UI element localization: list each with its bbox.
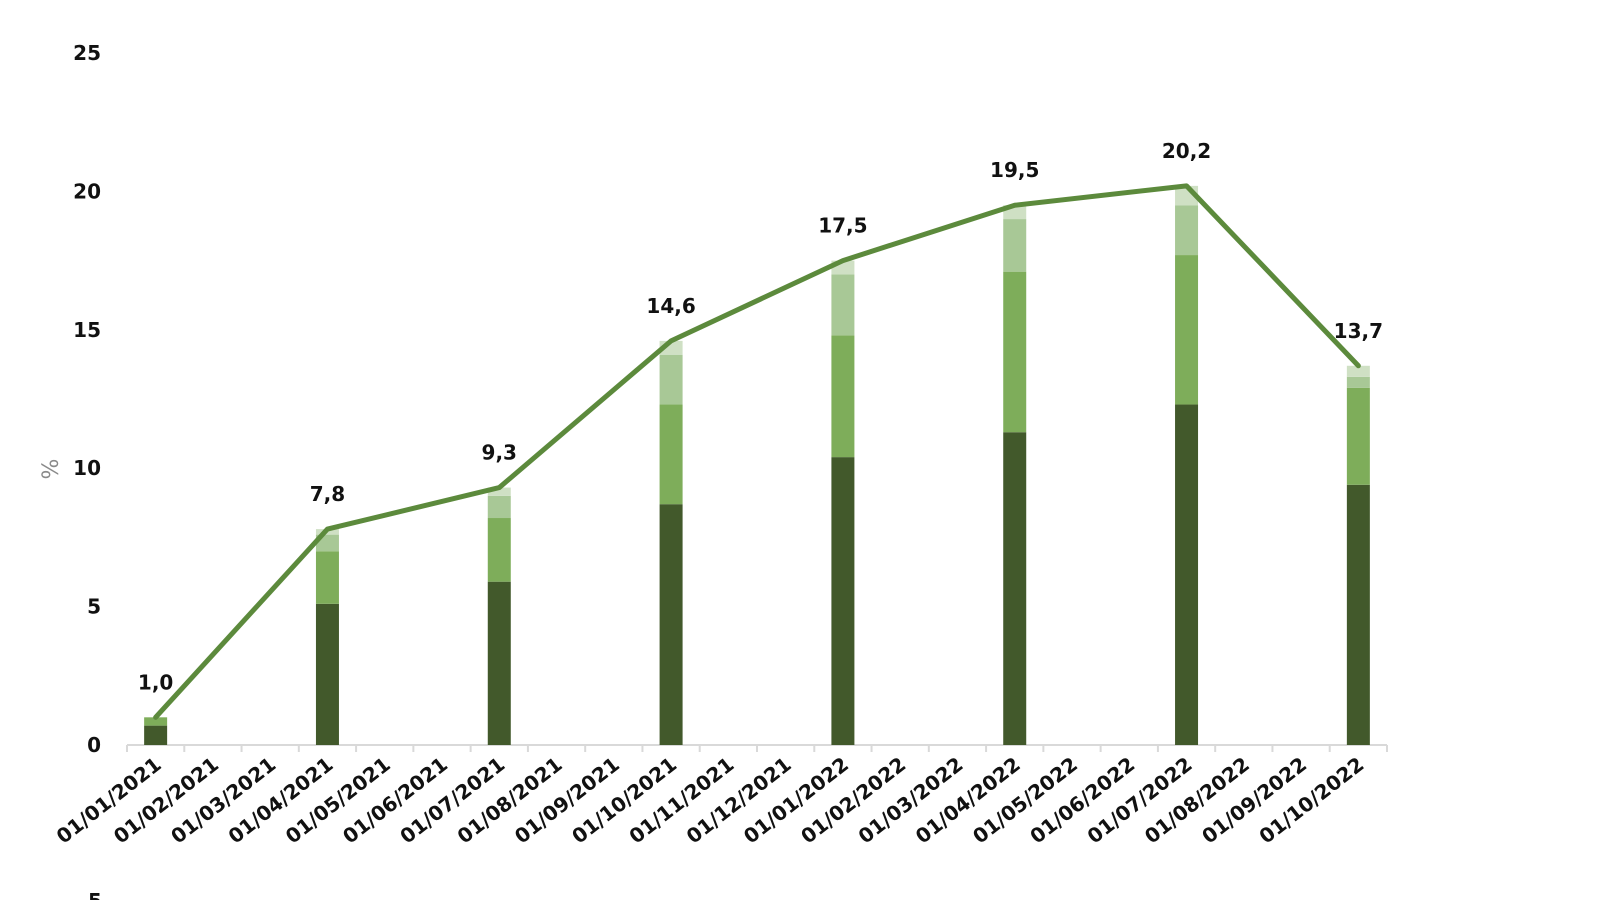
data-label: 13,7 [1334,319,1383,343]
bar-segment [315,551,339,604]
bars [144,185,1370,745]
bar-segment [144,717,168,726]
bar-segment [1003,432,1027,745]
y-tick-label: 10 [73,456,101,480]
y-tick-labels: 0 5 10 15 20 25 [73,41,101,757]
y-tick-label: 0 [87,733,101,757]
y-tick-label: 20 [73,179,101,203]
y-tick-label: 5 [87,595,101,619]
y-axis-title: % [39,459,64,480]
bar-segment [659,504,683,745]
x-axis: 01/01/202101/02/202101/03/202101/04/2021… [52,744,1388,848]
bar-segment [1346,387,1370,485]
bar-segment [144,725,168,745]
data-label: 17,5 [818,214,867,238]
bar-segment [1346,484,1370,745]
data-label: 19,5 [990,158,1039,182]
bar-segment [1003,271,1027,433]
bar-segment [659,404,683,505]
bar-segment [831,335,855,458]
bar-segment [831,457,855,745]
total-line-layer [153,183,1361,720]
y-tick-label: 25 [73,41,101,65]
bar-segment [315,603,339,745]
data-label: 9,3 [482,441,517,465]
bar-segment [487,518,511,582]
bar-segment [659,354,683,405]
data-labels: 1,0 7,8 9,3 14,6 17,5 19,5 20,2 13,7 [138,139,1383,694]
bar-segment [1175,255,1199,405]
data-label: 14,6 [646,294,695,318]
bar-segment [1346,365,1370,377]
bar-segment [487,581,511,745]
cut-off-label: 5 [88,889,102,900]
total-line [153,183,1361,720]
bar-segment [1346,376,1370,388]
bar-segment [1175,205,1199,256]
y-axis-label-group: % [39,459,64,480]
bar-segment [831,274,855,336]
bar-segment [487,495,511,519]
cut-off-label-group: 5 [88,889,102,900]
y-tick-label: 15 [73,318,101,342]
bar-segment [1175,404,1199,745]
data-label: 7,8 [310,482,345,506]
bar-segment [487,487,511,496]
data-label: 20,2 [1162,139,1211,163]
bar-segment [1003,219,1027,272]
data-label: 1,0 [138,670,173,694]
